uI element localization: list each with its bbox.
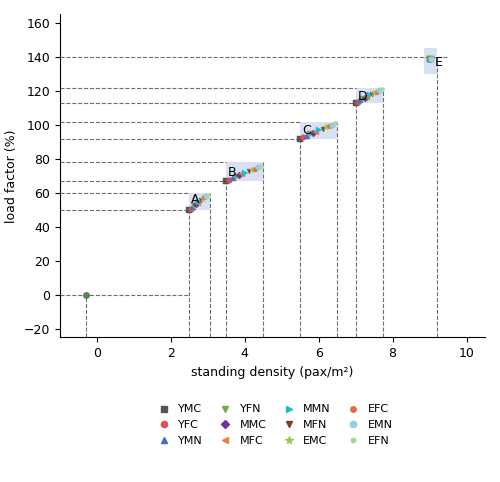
Text: C: C <box>302 123 311 136</box>
Text: E: E <box>435 55 443 68</box>
Bar <box>190 193 210 210</box>
Y-axis label: load factor (%): load factor (%) <box>6 129 18 223</box>
Bar <box>424 49 437 74</box>
Bar <box>226 162 264 181</box>
Bar <box>300 121 337 138</box>
Bar <box>356 88 384 103</box>
Text: A: A <box>191 193 200 206</box>
Text: B: B <box>228 166 237 179</box>
X-axis label: standing density (pax/m²): standing density (pax/m²) <box>192 366 354 379</box>
Text: D: D <box>358 90 367 103</box>
Legend: YMC, YFC, YMN, YFN, MMC, MFC, MMN, MFN, EMC, EFC, EMN, EFN: YMC, YFC, YMN, YFN, MMC, MFC, MMN, MFN, … <box>149 401 396 449</box>
